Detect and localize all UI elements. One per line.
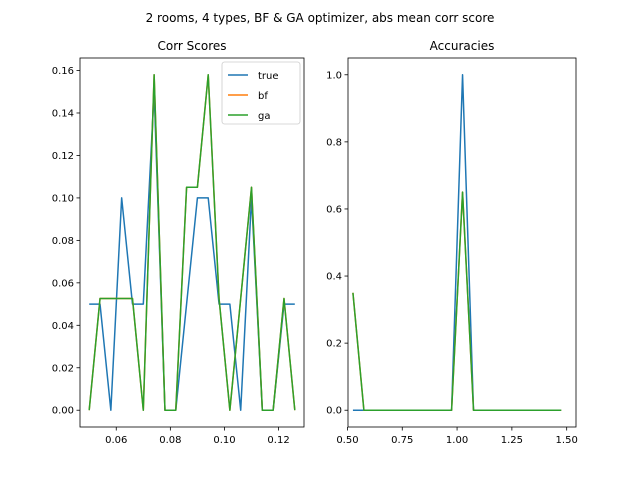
x-tick-label: 0.12 — [267, 435, 289, 446]
x-tick-label: 1.25 — [501, 435, 523, 446]
subplot-corr-scores: Corr Scores 0.06 0.08 0.10 0.12 0.00 0.02 0.04 0… — [52, 39, 305, 446]
legend: true bf ga — [221, 61, 301, 125]
subplot-accuracies: Accuracies 0.50 0.75 1.00 1.25 1.50 0.0 0.2 0.4 0… — [326, 39, 578, 446]
axes-frame — [79, 57, 305, 428]
legend-label-ga: ga — [258, 111, 270, 122]
y-tick-label: 0.6 — [326, 204, 342, 215]
y-tick-label: 0.16 — [52, 66, 74, 77]
subplot-title: Corr Scores — [157, 39, 226, 53]
y-tick-label: 0.00 — [52, 406, 74, 417]
x-tick-label: 0.10 — [213, 435, 235, 446]
x-tick-label: 0.75 — [391, 435, 413, 446]
y-tick-label: 0.08 — [52, 236, 74, 247]
series-line-ga — [88, 74, 296, 411]
legend-label-bf: bf — [258, 91, 268, 102]
axes-frame — [347, 57, 577, 428]
x-tick-label: 1.50 — [556, 435, 578, 446]
x-tick-label: 0.08 — [159, 435, 181, 446]
x-tick-label: 0.06 — [105, 435, 127, 446]
y-tick-label: 0.04 — [52, 321, 74, 332]
y-tick-label: 1.0 — [326, 70, 342, 81]
y-tick-label: 0.14 — [52, 108, 74, 119]
y-tick-label: 0.10 — [52, 193, 74, 204]
y-tick-label: 0.2 — [326, 339, 342, 350]
series-line-ga — [352, 191, 562, 411]
y-tick-label: 0.06 — [52, 278, 74, 289]
legend-box — [221, 61, 301, 125]
series-line-true — [352, 74, 562, 411]
figure-suptitle: 2 rooms, 4 types, BF & GA optimizer, abs… — [146, 11, 495, 25]
x-tick-label: 0.50 — [336, 435, 358, 446]
x-tick-label: 1.00 — [446, 435, 468, 446]
legend-label-true: true — [258, 71, 279, 82]
y-tick-label: 0.02 — [52, 363, 74, 374]
y-tick-label: 0.0 — [326, 406, 342, 417]
subplot-title: Accuracies — [430, 39, 495, 53]
y-tick-label: 0.4 — [326, 272, 342, 283]
series-line-true — [89, 91, 295, 411]
y-tick-label: 0.12 — [52, 151, 74, 162]
y-tick-label: 0.8 — [326, 137, 342, 148]
